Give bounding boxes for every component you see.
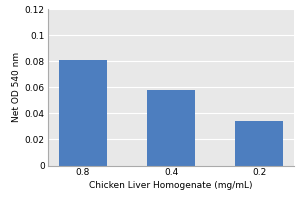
Y-axis label: Net OD 540 nm: Net OD 540 nm (12, 52, 21, 122)
Bar (59, 60, 107, 166)
Bar (147, 90, 195, 166)
X-axis label: Chicken Liver Homogenate (mg/mL): Chicken Liver Homogenate (mg/mL) (89, 181, 253, 190)
Bar (235, 121, 283, 166)
